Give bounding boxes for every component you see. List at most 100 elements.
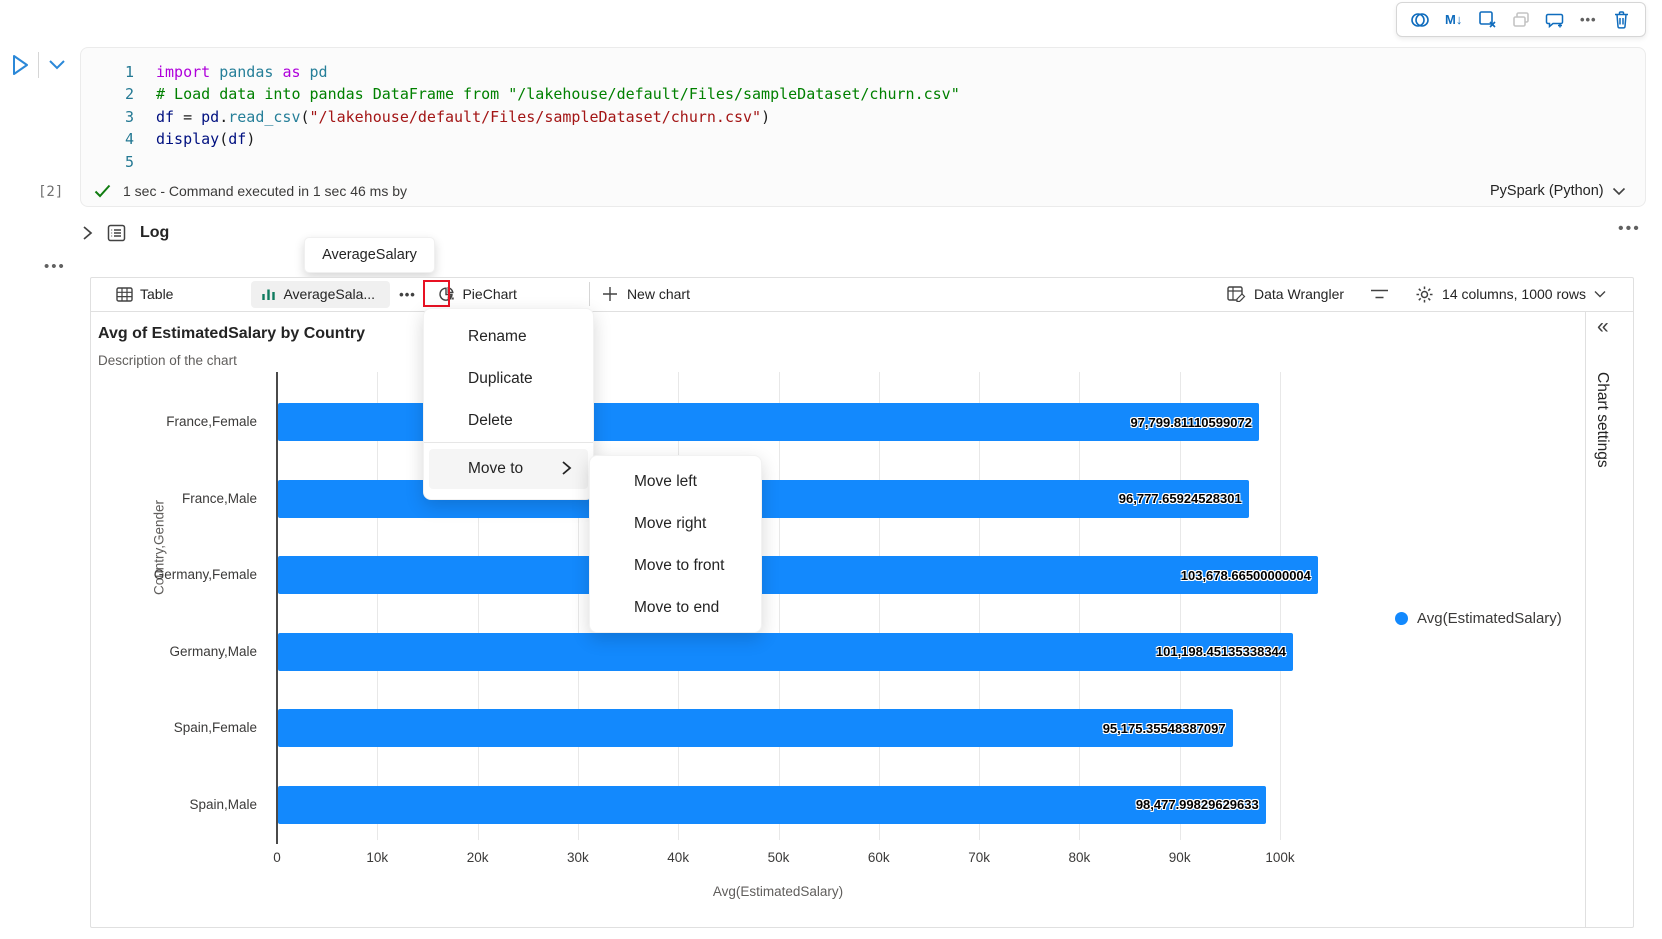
data-wrangler-button[interactable]: Data Wrangler [1227,286,1344,302]
more-options-icon[interactable]: ••• [1579,12,1597,27]
menu-item-duplicate[interactable]: Duplicate [468,370,533,387]
data-wrangler-icon [1227,286,1246,302]
cell-status-row: 1 sec - Command executed in 1 sec 46 ms … [94,183,407,199]
code-token: # Load data into pandas DataFrame from "… [156,85,960,104]
code-token: import [156,63,220,81]
execution-count: [2] [38,184,64,200]
code-token: df [156,107,175,126]
x-tick-label: 60k [867,850,890,865]
x-tick-label: 0 [273,850,281,865]
bar[interactable]: 103,678.66500000004 [278,556,1318,594]
cell-status-text: 1 sec - Command executed in 1 sec 46 ms … [123,183,408,199]
category-label: France,Female [166,414,257,429]
category-label: Spain,Male [189,796,257,812]
tab-table[interactable]: Table [106,281,183,308]
run-options-chevron-icon[interactable] [46,58,68,72]
chart-settings-label[interactable]: Chart settings [1594,372,1611,468]
output-tab-bar: Table AverageSala... ••• PieChart New ch… [90,277,1634,312]
new-chart-button[interactable]: New chart [602,286,690,302]
category-label: Germany,Female [153,567,257,582]
run-cell-button[interactable] [8,52,32,78]
bar[interactable]: 95,175.35548387097 [278,709,1233,747]
code-token: ( [219,130,229,149]
code-token: ( [300,107,310,126]
log-label: Log [140,224,170,241]
line-number: 1 [124,63,134,81]
code-editor[interactable]: import pandas as pd # Load data into pand… [156,61,960,173]
new-chart-label: New chart [626,286,690,302]
between-cells-more-icon[interactable]: ••• [44,258,66,275]
log-section-header[interactable]: Log [82,224,169,242]
clear-outputs-icon[interactable] [1476,9,1498,31]
submenu-item-move-to-front[interactable]: Move to front [634,557,725,574]
submenu-item-move-right[interactable]: Move right [634,515,707,532]
menu-item-rename[interactable]: Rename [468,328,527,345]
menu-item-delete[interactable]: Delete [468,412,513,429]
divider [588,282,590,306]
code-line [156,151,960,173]
copy-icon [1510,9,1532,31]
legend-dot-icon [1395,612,1408,625]
annotation-highlight-box [423,280,450,307]
table-icon [116,286,133,302]
line-number: 5 [124,152,134,171]
x-tick-label: 80k [1068,850,1091,865]
code-token: pandas [219,63,283,81]
tab-tooltip: AverageSalary [304,237,435,273]
category-label: Spain,Female [173,720,257,735]
code-token: = [174,107,202,126]
gridline [477,372,479,840]
tab-bar-right-tools: Data Wrangler 14 columns, 1000 rows [1227,285,1606,304]
bar-value-label: 98,477.99829629633 [1135,797,1259,812]
bar-value-label: 97,799.81110599072 [1130,414,1252,430]
gridline [778,372,780,840]
code-token: "/lakehouse/default/Files/sampleDataset/… [309,107,762,126]
gear-icon [1416,286,1433,302]
gridline [1280,372,1281,840]
tab-table-label: Table [140,286,174,302]
code-token: display [156,130,220,149]
markdown-convert-icon[interactable]: M↓ [1444,12,1463,27]
success-check-icon [94,184,111,198]
columns-rows-selector[interactable]: 14 columns, 1000 rows [1415,285,1606,304]
x-tick-label: 100k [1265,850,1295,865]
filter-button[interactable] [1370,288,1389,301]
collapse-sidebar-icon[interactable]: « [1597,315,1609,338]
bar[interactable]: 98,477.99829629633 [278,785,1266,824]
tab-averagesalary[interactable]: AverageSala... [251,280,391,308]
menu-item-move-to[interactable]: Move to [429,449,588,489]
gridline [1179,372,1181,840]
kernel-selector[interactable]: PySpark (Python) [1490,183,1626,199]
log-more-icon[interactable]: ••• [1618,220,1641,237]
chart-legend[interactable]: Avg(EstimatedSalary) [1395,610,1562,627]
gridline [577,372,579,840]
code-token: ) [761,107,771,126]
code-cell[interactable] [80,47,1646,207]
code-line: display(df) [156,128,960,150]
gridline [878,372,880,840]
data-wrangler-label: Data Wrangler [1254,286,1345,302]
category-label: Germany,Male [169,643,257,659]
chevron-right-icon[interactable] [82,225,93,241]
comment-add-icon[interactable] [1544,9,1566,31]
y-axis-line [276,372,278,844]
chart-title: Avg of EstimatedSalary by Country [98,325,366,342]
copilot-icon[interactable] [1409,9,1431,31]
code-token: as [282,63,310,81]
filter-icon [1371,289,1389,298]
line-number: 4 [124,130,134,149]
line-number: 2 [124,85,134,104]
divider [38,52,39,78]
menu-item-list: Rename Duplicate Delete [424,316,593,442]
line-number: 3 [124,107,134,126]
submenu-chevron-icon [562,461,572,475]
bar-value-label: 95,175.35548387097 [1102,720,1226,736]
code-token: read_csv [228,107,301,126]
delete-cell-icon[interactable] [1611,9,1633,31]
bar-value-label: 103,678.66500000004 [1180,567,1311,583]
submenu-item-move-to-end[interactable]: Move to end [634,599,720,616]
tab-more-button[interactable]: ••• [399,286,416,302]
bar[interactable]: 101,198.45135338344 [278,632,1294,671]
submenu-item-move-left[interactable]: Move left [634,473,697,490]
x-tick-label: 50k [767,850,790,865]
